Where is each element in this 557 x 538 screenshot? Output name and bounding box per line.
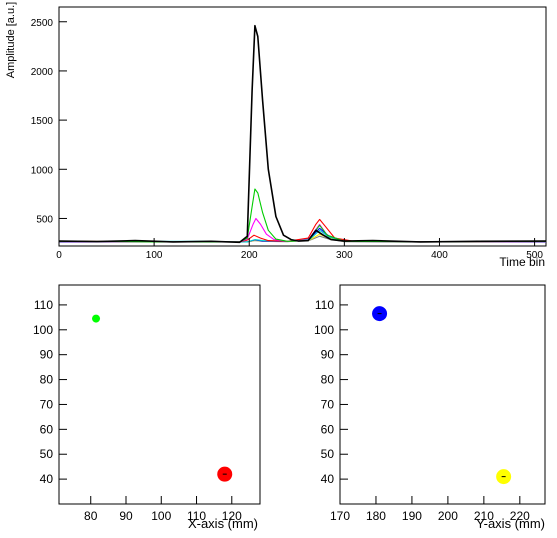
x-tick-label: 220: [510, 509, 530, 523]
y-tick-label: 90: [321, 348, 335, 362]
x-tick-label: 90: [119, 509, 133, 523]
y-tick-label: 50: [40, 447, 54, 461]
y-position-points: [372, 306, 512, 485]
waveform-xlabel: Time bin: [499, 255, 545, 269]
x-tick-label: 110: [187, 509, 206, 523]
y-position-xlabel: Y-axis (mm): [476, 516, 545, 531]
y-tick-label: 60: [321, 422, 335, 436]
waveform-series-line: [58, 217, 547, 243]
waveform-frame: [58, 6, 547, 247]
y-tick-label: 1000: [31, 165, 54, 176]
y-tick-label: 2000: [31, 67, 54, 78]
y-tick-label: 60: [40, 422, 54, 436]
waveform-series-group: [58, 24, 547, 244]
y-tick-label: 40: [40, 472, 54, 486]
waveform-series-line: [58, 188, 547, 243]
x-position-panel: 80 90 100 110 120 40 50 60 70 80 90 100 110 X-axis (…: [33, 284, 261, 531]
y-position-ticks: 170 180 190 200 210 220 40 50 60 70 80 90 100 110: [314, 298, 530, 523]
x-tick-label: 300: [336, 250, 353, 261]
y-tick-label: 50: [321, 447, 335, 461]
x-position-ticks: 80 90 100 110 120 40 50 60 70 80 90 100 110: [33, 298, 242, 523]
x-tick-label: 170: [330, 509, 350, 523]
x-tick-label: 200: [438, 509, 458, 523]
waveform-panel: 0 100 200 300 400 500 500 1000 1500 2000 2500 Ampl…: [5, 2, 547, 269]
x-tick-label: 400: [431, 250, 448, 261]
y-tick-label: 110: [34, 298, 53, 312]
x-tick-label: 100: [146, 250, 163, 261]
x-tick-label: 190: [402, 509, 422, 523]
x-position-xlabel: X-axis (mm): [188, 516, 258, 531]
waveform-series-line: [58, 24, 547, 244]
waveform-ticks: 0 100 200 300 400 500 500 1000 1500 2000 2500: [31, 18, 544, 261]
y-tick-label: 80: [40, 373, 54, 387]
x-tick-label: 180: [366, 509, 386, 523]
x-position-frame: [58, 284, 261, 505]
y-tick-label: 110: [315, 298, 334, 312]
x-tick-label: 200: [241, 250, 258, 261]
x-tick-label: 210: [474, 509, 494, 523]
waveform-ylabel: Amplitude [a.u.]: [5, 2, 17, 78]
y-tick-label: 500: [36, 214, 53, 225]
y-tick-label: 100: [33, 323, 53, 337]
x-tick-label: 80: [84, 509, 98, 523]
x-position-points: [92, 314, 233, 482]
y-tick-label: 100: [314, 323, 334, 337]
y-position-panel: 170 180 190 200 210 220 40 50 60 70 80 90 100 110 Y-a…: [314, 284, 546, 531]
y-tick-label: 80: [321, 373, 335, 387]
y-tick-label: 2500: [31, 18, 54, 29]
x-tick-label: 0: [56, 250, 62, 261]
y-position-frame: [339, 284, 546, 505]
y-tick-label: 90: [40, 348, 54, 362]
y-tick-label: 1500: [31, 116, 54, 127]
y-tick-label: 70: [321, 397, 335, 411]
scatter-point: [92, 314, 101, 323]
y-tick-label: 40: [321, 472, 335, 486]
waveform-series-line: [58, 218, 547, 243]
y-tick-label: 70: [40, 397, 54, 411]
x-tick-label: 500: [526, 250, 543, 261]
x-tick-label: 100: [151, 509, 171, 523]
x-tick-label: 120: [222, 509, 242, 523]
